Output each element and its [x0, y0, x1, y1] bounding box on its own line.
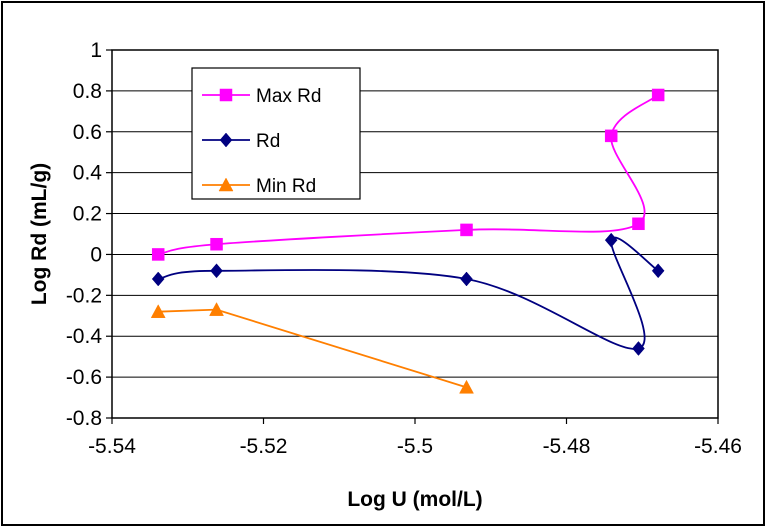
max-rd-point [651, 88, 665, 102]
tick-layer: -0.8 -0.6 -0.4 -0.2 0 0.2 0.4 0.6 0.8 1 -5.54 -5.52… [66, 39, 742, 458]
rd-point [460, 271, 473, 287]
rd-point [151, 271, 165, 287]
rd-point [604, 232, 618, 248]
x-tick-label: -5.48 [543, 435, 591, 458]
max-rd-point [632, 217, 645, 231]
min-rd-legend-label: Min Rd [256, 176, 316, 197]
rd-legend-marker [219, 132, 233, 148]
max-rd-point [604, 129, 618, 143]
x-tick-label: -5.5 [397, 435, 433, 458]
y-tick-label: 0.8 [73, 80, 102, 103]
y-tick-label: 0 [90, 243, 102, 266]
rd-point [210, 263, 223, 279]
rd-point [632, 341, 645, 356]
rd-legend-label: Rd [256, 131, 280, 152]
y-axis-title: Log Rd (mL/g) [28, 163, 51, 305]
max-rd-point [460, 223, 473, 237]
y-tick-label: -0.8 [66, 407, 102, 430]
legend: Max Rd Rd Min Rd [191, 67, 361, 200]
y-tick-label: -0.2 [66, 284, 102, 307]
y-tick-label: -0.6 [66, 366, 102, 389]
x-axis-title: Log U (mol/L) [347, 488, 482, 511]
min-rd-point [209, 302, 224, 316]
max-rd-legend-label: Max Rd [256, 86, 321, 107]
x-tick-label: -5.54 [88, 435, 136, 458]
min-rd-point [150, 304, 166, 318]
max-rd-legend-marker [219, 88, 233, 102]
rd-point [651, 263, 665, 279]
y-tick-label: 0.4 [73, 162, 103, 185]
max-rd-point [151, 248, 165, 261]
series-layer [150, 88, 665, 394]
min-rd-point [459, 379, 474, 394]
x-tick-label: -5.46 [694, 435, 742, 458]
y-tick-label: 0.2 [73, 203, 102, 226]
y-tick-label: 0.6 [73, 121, 102, 144]
y-tick-label: 1 [90, 39, 102, 62]
x-tick-label: -5.52 [240, 435, 288, 458]
min-rd-legend-marker [218, 177, 234, 192]
y-tick-label: -0.4 [66, 325, 103, 348]
max-rd-point [210, 237, 223, 251]
